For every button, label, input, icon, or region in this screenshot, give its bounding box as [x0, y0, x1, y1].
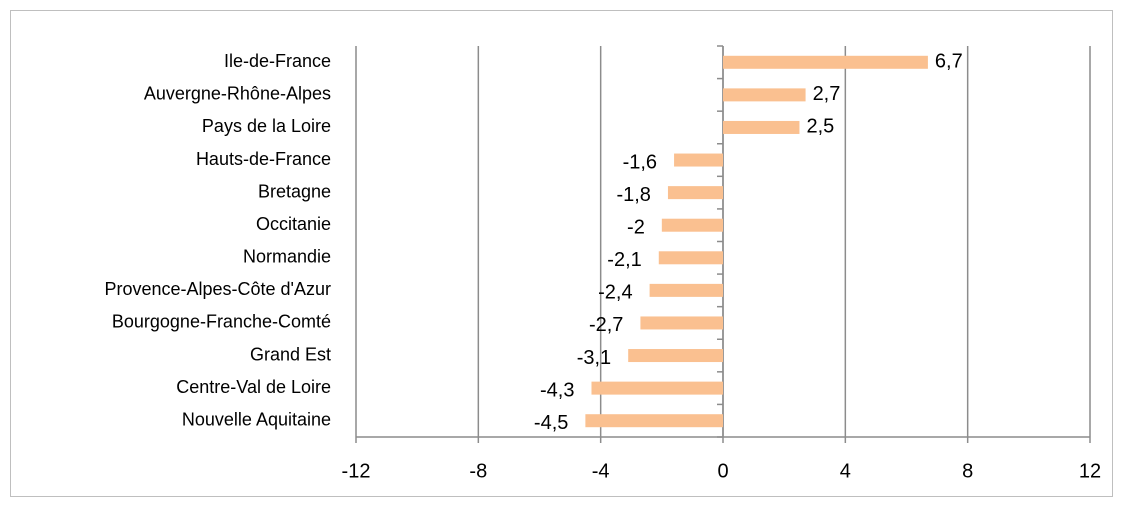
bar — [658, 251, 723, 265]
x-tick-label: 0 — [717, 460, 728, 482]
data-label: -2,4 — [598, 282, 632, 304]
y-tick-label: Ile-de-France — [224, 51, 331, 71]
bar — [628, 349, 723, 363]
y-tick-label: Normandie — [243, 247, 331, 267]
x-tick-label: 8 — [962, 460, 973, 482]
bar — [674, 153, 723, 167]
bar — [591, 381, 723, 395]
bar — [649, 283, 723, 297]
bar — [661, 218, 723, 232]
bar — [723, 88, 806, 102]
x-tick-label: 4 — [840, 460, 851, 482]
bar — [723, 55, 928, 69]
y-tick-label: Bourgogne-Franche-Comté — [112, 312, 331, 332]
y-tick-label: Provence-Alpes-Côte d'Azur — [104, 279, 331, 299]
x-tick-label: -8 — [469, 460, 487, 482]
y-tick-label: Grand Est — [250, 344, 331, 364]
data-label: -4,5 — [534, 412, 568, 434]
y-tick-label: Occitanie — [256, 214, 331, 234]
y-tick-label: Bretagne — [258, 181, 331, 201]
bar — [723, 120, 800, 134]
data-label: -1,6 — [623, 151, 657, 173]
y-tick-label: Centre-Val de Loire — [176, 377, 331, 397]
data-label: -2,1 — [607, 249, 641, 271]
bar — [640, 316, 723, 330]
x-tick-label: 12 — [1079, 460, 1101, 482]
x-tick-label: -4 — [592, 460, 610, 482]
y-tick-label: Hauts-de-France — [196, 149, 331, 169]
data-label: 2,5 — [806, 116, 834, 138]
data-label: 6,7 — [935, 51, 963, 73]
data-label: -2 — [627, 216, 645, 238]
y-tick-label: Pays de la Loire — [202, 116, 331, 136]
bar — [667, 186, 723, 200]
data-label: 2,7 — [813, 83, 841, 105]
data-label: -1,8 — [616, 184, 650, 206]
x-tick-label: -12 — [342, 460, 371, 482]
y-tick-label: Auvergne-Rhône-Alpes — [144, 84, 331, 104]
bar — [585, 414, 723, 428]
data-label: -4,3 — [540, 379, 574, 401]
y-tick-label: Nouvelle Aquitaine — [182, 409, 331, 429]
data-label: -2,7 — [589, 314, 623, 336]
data-label: -3,1 — [577, 347, 611, 369]
chart-border — [10, 10, 1113, 497]
